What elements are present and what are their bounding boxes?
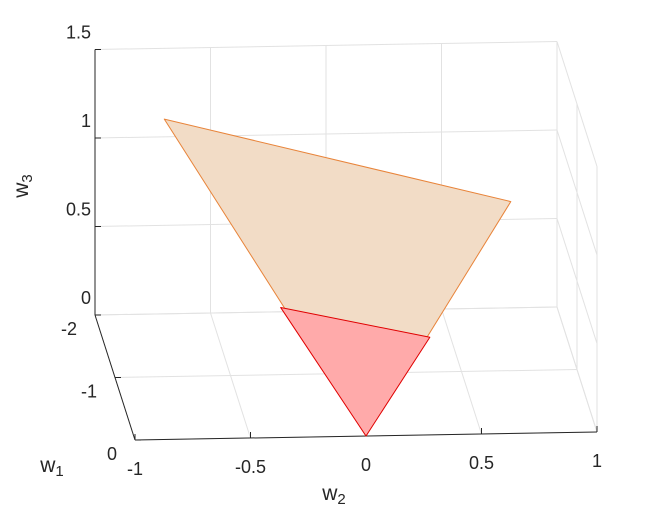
grid-line (556, 129, 598, 256)
x-tick-label: -0.5 (235, 457, 266, 477)
x-tick-label: 0 (361, 455, 371, 475)
z-axis-label: w3 (10, 174, 36, 199)
z-tick-label: 1 (81, 111, 91, 131)
z-tick-label: 1.5 (66, 22, 91, 42)
y-tick-label: -2 (61, 319, 77, 339)
y-tick-label: 0 (107, 444, 117, 464)
x-axis-label: w2 (321, 482, 346, 508)
patch (163, 118, 512, 437)
plot-area (163, 118, 512, 437)
x-tick-label: 0.5 (469, 453, 494, 473)
grid-line (556, 306, 598, 433)
y-tick-label: -1 (81, 381, 97, 401)
x-tick-label: 1 (592, 451, 602, 471)
patch (280, 307, 431, 437)
grid-line (556, 218, 598, 344)
z-tick-label: 0.5 (66, 199, 91, 219)
grid-line (94, 41, 558, 50)
z-tick-label: 0 (81, 288, 91, 308)
grid-line (556, 41, 598, 167)
y-axis-label: w1 (39, 454, 64, 480)
grid-line (94, 129, 558, 139)
x-tick-label: -1 (127, 459, 143, 479)
